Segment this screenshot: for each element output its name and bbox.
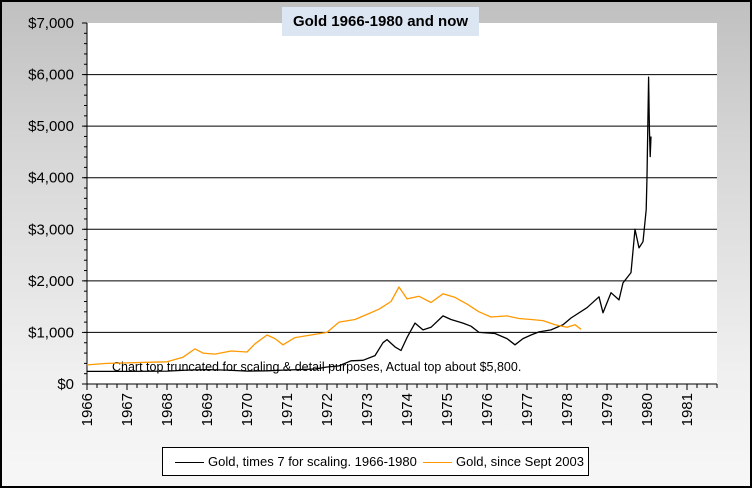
chart-title: Gold 1966-1980 and now <box>282 7 479 36</box>
y-tick-label: $2,000 <box>28 273 74 290</box>
legend-label: Gold, since Sept 2003 <box>456 454 584 469</box>
y-tick-label: $5,000 <box>28 118 74 135</box>
x-tick-label: 1977 <box>519 393 536 426</box>
y-tick-label: $6,000 <box>28 67 74 84</box>
y-tick-label: $7,000 <box>28 15 74 32</box>
legend-swatch <box>423 462 452 464</box>
x-tick-label: 1975 <box>439 393 456 426</box>
legend-item-black: Gold, times 7 for scaling. 1966-1980 <box>175 448 417 475</box>
chart-annotation: Chart top truncated for scaling & detail… <box>112 360 521 374</box>
x-tick-label: 1974 <box>399 393 416 426</box>
y-tick-label: $3,000 <box>28 221 74 238</box>
x-tick-label: 1981 <box>679 393 696 426</box>
legend: Gold, times 7 for scaling. 1966-1980 Gol… <box>162 447 589 476</box>
legend-item-orange: Gold, since Sept 2003 <box>423 448 584 475</box>
x-tick-label: 1966 <box>79 393 96 426</box>
x-tick-label: 1969 <box>199 393 216 426</box>
series-line-0 <box>87 76 652 373</box>
x-tick-label: 1973 <box>359 393 376 426</box>
legend-label: Gold, times 7 for scaling. 1966-1980 <box>208 454 417 469</box>
plot-area <box>87 23 717 384</box>
x-tick-label: 1980 <box>639 393 656 426</box>
x-tick-label: 1968 <box>159 393 176 426</box>
x-tick-label: 1978 <box>559 393 576 426</box>
x-tick-label: 1970 <box>239 393 256 426</box>
x-tick-label: 1979 <box>599 393 616 426</box>
y-tick-label: $1,000 <box>28 324 74 341</box>
x-tick-label: 1972 <box>319 393 336 426</box>
legend-swatch <box>175 462 204 464</box>
x-tick-label: 1967 <box>119 393 136 426</box>
x-tick-label: 1976 <box>479 393 496 426</box>
x-tick-label: 1971 <box>279 393 296 426</box>
series-line-1 <box>86 286 582 366</box>
y-tick-label: $0 <box>57 376 74 393</box>
y-tick-label: $4,000 <box>28 170 74 187</box>
